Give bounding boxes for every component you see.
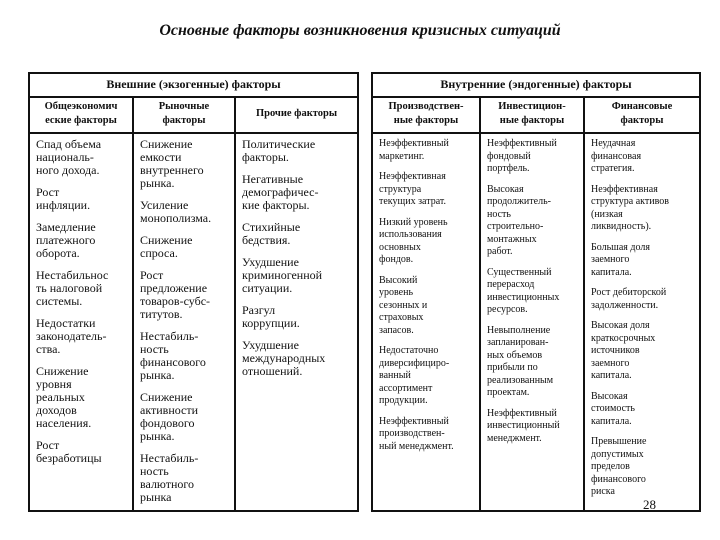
factor-item: Рост предложение товаров-субс- титутов.	[140, 268, 211, 321]
page-title: Основные факторы возникновения кризисных…	[159, 22, 561, 39]
internal-column: Инвестицион- ные факторы Неэффективный фо…	[479, 96, 583, 510]
factor-list: Спад объема националь- ного дохода. Рост …	[30, 134, 132, 465]
internal-factors-heading: Внутренние (эндогенные) факторы	[373, 74, 699, 98]
factor-item: Высокий уровень сезонных и страховых зап…	[379, 274, 428, 336]
factor-list: Политические факторы. Негативные демограф…	[236, 134, 357, 378]
page-number: 28	[643, 497, 656, 512]
column-header: Финансовые факторы	[585, 96, 699, 134]
column-header: Общеэкономич еские факторы	[30, 96, 132, 134]
factor-item: Высокая стоимость капитала.	[591, 390, 635, 427]
factor-item: Усиление монополизма.	[140, 198, 212, 225]
factor-item: Невыполнение запланирован- ных объемов п…	[487, 324, 554, 399]
external-factors-group: Внешние (экзогенные) факторы Общеэкономи…	[28, 72, 359, 512]
factor-item: Нестабиль- ность валютного рынка	[140, 451, 199, 504]
factor-item: Низкий уровень использования основных фо…	[379, 216, 448, 266]
factor-item: Снижение спроса.	[140, 233, 193, 260]
factor-list: Снижение емкости внутреннего рынка. Усиле…	[134, 134, 234, 504]
factor-list: Неэффективный маркетинг. Неэффективная ст…	[373, 134, 479, 453]
factor-item: Неудачная финансовая стратегия.	[591, 138, 642, 174]
factor-item: Неэффективный инвестиционный менеджмент.	[487, 407, 560, 444]
external-factors-heading: Внешние (экзогенные) факторы	[30, 74, 357, 98]
factor-item: Снижение уровня реальных доходов населен…	[36, 364, 92, 430]
factor-item: Неэффективная структура активов (низкая …	[591, 183, 669, 233]
column-header: Прочие факторы	[236, 96, 357, 134]
column-header: Рыночные факторы	[134, 96, 234, 134]
factor-list: Неудачная финансовая стратегия. Неэффекти…	[585, 134, 699, 499]
factor-item: Снижение активности фондового рынка.	[140, 390, 199, 443]
factor-item: Большая доля заемного капитала.	[591, 241, 650, 278]
factor-item: Ухудшение криминогенной ситуации.	[242, 255, 323, 295]
factor-item: Стихийные бедствия.	[242, 220, 301, 247]
factor-item: Высокая продолжитель- ность строительно-…	[487, 183, 551, 258]
factor-item: Спад объема националь- ного дохода.	[36, 137, 102, 177]
factor-item: Нестабиль- ность финансового рынка.	[140, 329, 206, 382]
factor-item: Нестабильнос ть налоговой системы.	[36, 268, 109, 308]
column-header: Инвестицион- ные факторы	[481, 96, 583, 134]
factor-item: Рост дебиторской задолженности.	[591, 287, 667, 311]
factor-item: Замедление платежного оборота.	[36, 220, 96, 260]
factor-item: Рост безработицы	[36, 438, 102, 465]
factor-item: Неэффективный производствен- ный менеджм…	[379, 415, 454, 452]
external-column: Рыночные факторы Снижение емкости внутрен…	[132, 96, 234, 510]
external-column: Прочие факторы Политические факторы. Негат…	[234, 96, 357, 510]
factor-item: Снижение емкости внутреннего рынка.	[140, 137, 204, 190]
factor-item: Рост инфляции.	[36, 185, 91, 212]
factor-item: Недостатки законодатель- ства.	[36, 316, 107, 356]
factor-item: Неэффективный маркетинг.	[379, 138, 449, 162]
factor-item: Превышение допустимых пределов финансово…	[591, 436, 647, 497]
factor-item: Недостаточно диверсифициро- ванный ассор…	[379, 345, 450, 406]
factor-item: Существенный перерасход инвестиционных р…	[487, 266, 560, 316]
factor-item: Неэффективная структура текущих затрат.	[379, 171, 446, 207]
internal-column: Финансовые факторы Неудачная финансовая с…	[583, 96, 699, 510]
factor-item: Негативные демографичес- кие факторы.	[242, 172, 319, 212]
factor-item: Ухудшение международных отношений.	[242, 338, 326, 378]
factor-list: Неэффективный фондовый портфель. Высокая …	[481, 134, 583, 445]
internal-factors-group: Внутренние (эндогенные) факторы Производ…	[371, 72, 701, 512]
factor-item: Неэффективный фондовый портфель.	[487, 138, 557, 174]
factor-item: Разгул коррупции.	[242, 303, 300, 330]
factor-item: Высокая доля краткосрочных источников за…	[591, 320, 656, 381]
factor-item: Политические факторы.	[242, 137, 316, 164]
column-header: Производствен- ные факторы	[373, 96, 479, 134]
external-column: Общеэкономич еские факторы Спад объема на…	[30, 96, 132, 510]
internal-column: Производствен- ные факторы Неэффективный …	[373, 96, 479, 510]
